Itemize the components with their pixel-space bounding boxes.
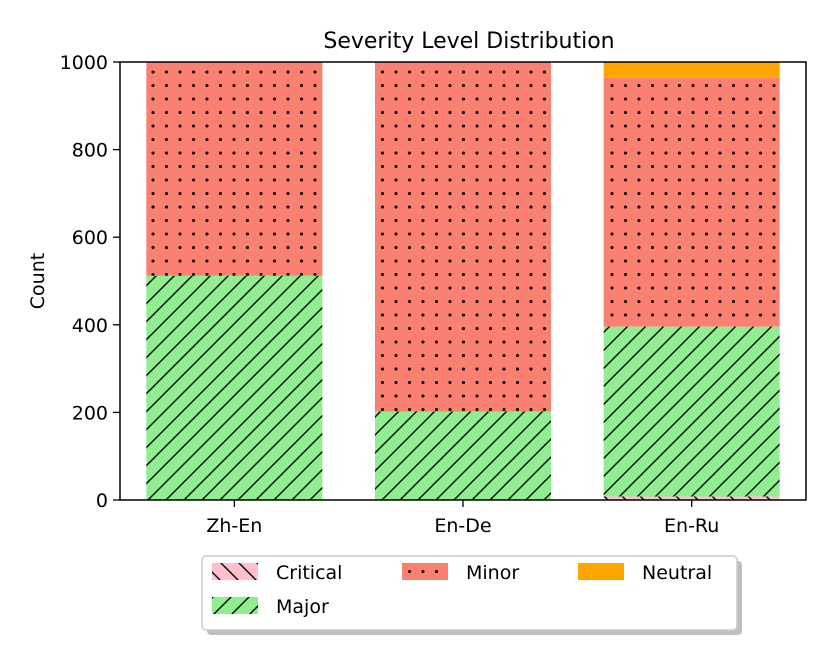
bar-en-de-major-hatch [375,411,551,500]
legend-label: Critical [276,562,342,584]
y-tick-label: 0 [96,490,108,512]
y-axis-label: Count [27,253,49,309]
y-tick-label: 400 [72,315,108,337]
legend-item-major: Major [212,596,329,618]
bar-en-de-minor-hatch [375,62,551,412]
chart-title: Severity Level Distribution [323,29,614,54]
bar-zh-en-minor-hatch [146,62,323,276]
legend-label: Neutral [642,562,712,584]
legend-swatch-hatch [212,597,258,614]
legend-item-minor: Minor [402,562,519,584]
legend-item-critical: Critical [212,562,342,584]
legend-label: Major [276,596,329,618]
y-tick-label: 600 [72,227,108,249]
legend-label: Minor [466,562,519,584]
bar-zh-en-major-hatch [146,275,323,500]
chart-legend: Critical Minor Neutral Major [201,555,742,635]
bar-en-ru-major-hatch [603,326,780,497]
x-tick-label: Zh-En [206,515,262,537]
bar-en-ru-minor-hatch [603,77,780,327]
bar-en-ru-critical-hatch [603,496,780,500]
legend-swatch [578,563,624,580]
y-tick-label: 800 [72,140,108,162]
legend-item-neutral: Neutral [578,562,712,584]
y-tick-label: 1000 [60,52,108,74]
y-tick-label: 200 [72,402,108,424]
legend-swatch-hatch [402,563,448,580]
bar-en-ru-neutral [603,62,780,78]
x-tick-label: En-De [434,515,491,537]
legend-swatch-hatch [212,563,258,580]
x-tick-label: En-Ru [664,515,719,537]
